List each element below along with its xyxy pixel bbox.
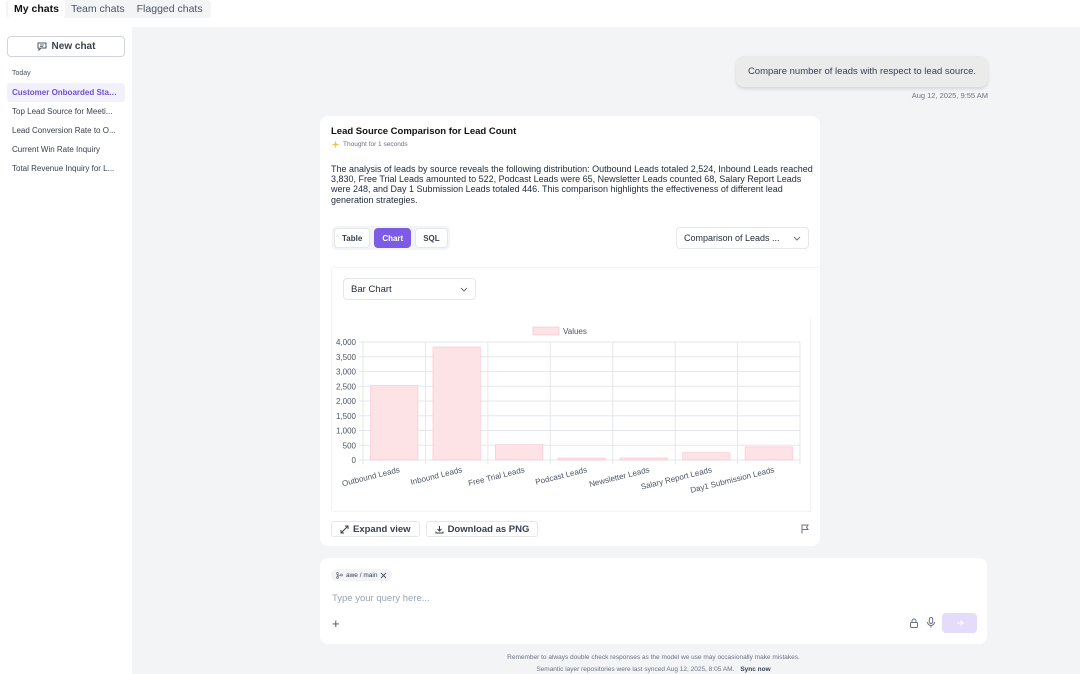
download-png-button[interactable]: Download as PNG [425,521,539,537]
result-view-tabs: Table Chart SQL [332,226,450,250]
bar [370,385,419,461]
bar [619,457,668,461]
tab-team-chats[interactable]: Team chats [70,3,125,15]
x-tick-label: Outbound Leads [341,465,401,488]
answer-card: Lead Source Comparison for Lead Count Th… [320,116,820,546]
disclaimer-text: Remember to always double check response… [507,654,800,661]
x-tick-label: Podcast Leads [534,465,588,487]
x-tick-label: Free Trial Leads [467,465,525,488]
chat-history-item[interactable]: Top Lead Source for Meeti... [12,107,113,116]
add-icon[interactable]: + [332,616,340,631]
y-tick-label: 1,500 [336,412,357,421]
chat-scope-tabs: My chats Team chats Flagged chats [6,0,211,18]
chat-history-list: Customer Onboarded Stag... Top Lead Sour… [7,83,125,178]
answer-title: Lead Source Comparison for Lead Count [331,126,517,137]
sidebar: New chat Today Customer Onboarded Stag..… [0,27,132,674]
microphone-icon[interactable] [926,617,936,628]
chart-panel: Bar Chart 0 500 1,000 1,500 2,000 2,500 3,000 3… [331,267,820,512]
chat-history-item[interactable]: Total Revenue Inquiry for L... [12,164,115,173]
x-tick-label: Inbound Leads [410,465,464,487]
bar [557,457,606,461]
section-label-today: Today [12,70,31,77]
user-message-time: Aug 12, 2025, 9:55 AM [911,91,988,100]
close-icon[interactable] [380,572,387,579]
bar [432,346,481,461]
tab-my-chats[interactable]: My chats [8,0,65,18]
download-icon [435,525,444,533]
lock-icon[interactable] [909,618,919,628]
tab-sql[interactable]: SQL [415,228,448,248]
chevron-down-icon [460,287,468,292]
download-png-label: Download as PNG [447,523,530,535]
branch-icon [336,571,343,579]
flag-icon[interactable] [800,524,810,534]
query-input[interactable] [332,591,892,605]
bar [495,444,544,461]
tab-chart[interactable]: Chart [374,228,412,248]
comparison-select-value: Comparison of Leads ... [684,233,780,243]
expand-icon [340,525,349,533]
comparison-select[interactable]: Comparison of Leads ... [676,227,809,249]
chart-type-value: Bar Chart [351,283,392,295]
send-button[interactable] [942,613,977,633]
query-composer: awe / main + [320,558,987,644]
y-tick-label: 500 [343,441,357,450]
repo-branch-label: awe / main [346,571,378,579]
chat-history-item[interactable]: Lead Conversion Rate to O... [12,126,116,135]
y-tick-label: 1,000 [336,427,357,436]
tab-table[interactable]: Table [334,228,371,248]
bar [744,446,793,461]
send-icon [956,620,964,626]
repo-branch-chip[interactable]: awe / main [331,569,393,581]
bar-chart: 0 500 1,000 1,500 2,000 2,500 3,000 3,500 4,000 O… [336,326,801,495]
thought-text: Thought for 1 seconds [343,141,408,148]
thought-indicator: Thought for 1 seconds [331,140,408,149]
y-tick-label: 3,500 [336,353,357,362]
top-bar: My chats Team chats Flagged chats [0,0,1080,27]
chart-area: 0 500 1,000 1,500 2,000 2,500 3,000 3,500 4,000 O… [332,316,811,512]
chart-actions: Expand view Download as PNG [331,521,539,537]
new-chat-button[interactable]: New chat [7,36,125,57]
chat-history-item[interactable]: Customer Onboarded Stag... [7,83,125,102]
y-tick-label: 3,000 [336,368,357,377]
user-message: Compare number of leads with respect to … [736,56,988,87]
sync-status: Semantic layer repositories were last sy… [320,666,987,673]
y-tick-label: 4,000 [336,338,357,347]
new-chat-label: New chat [51,41,96,52]
chat-history-item[interactable]: Current Win Rate Inquiry [12,145,101,154]
chevron-down-icon [793,236,801,241]
chat-icon [37,42,47,51]
tab-flagged-chats[interactable]: Flagged chats [136,3,203,15]
sync-status-text: Semantic layer repositories were last sy… [536,666,735,673]
expand-view-label: Expand view [353,523,411,535]
expand-view-button[interactable]: Expand view [331,521,420,537]
bar [682,452,731,461]
y-tick-label: 2,000 [336,397,357,406]
chart-type-select[interactable]: Bar Chart [343,278,476,300]
legend-swatch [532,326,560,336]
legend-label: Values [563,327,587,336]
y-tick-label: 2,500 [336,382,357,391]
chat-main: Compare number of leads with respect to … [132,27,1080,674]
sync-now-link[interactable]: Sync now [740,666,771,673]
sparkle-icon [331,140,340,149]
y-tick-label: 0 [352,456,357,465]
answer-summary: The analysis of leads by source reveals … [331,164,813,205]
